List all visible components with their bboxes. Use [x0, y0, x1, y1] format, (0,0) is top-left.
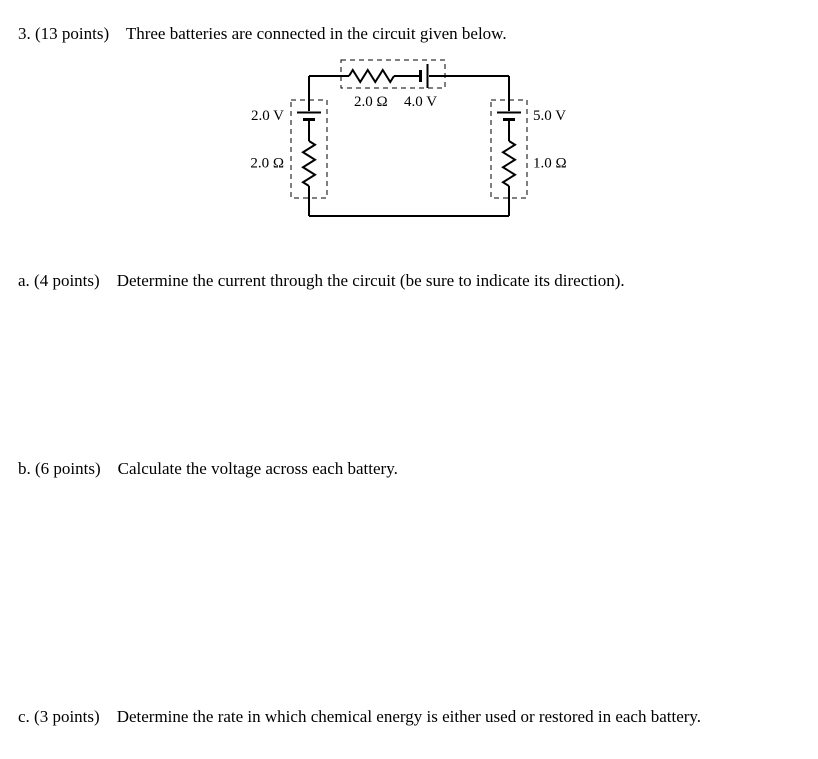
svg-text:2.0 Ω: 2.0 Ω	[250, 156, 284, 172]
part-b-text: Calculate the voltage across each batter…	[118, 459, 398, 478]
part-b: b. (6 points) Calculate the voltage acro…	[18, 459, 800, 479]
part-a-points: (4 points)	[34, 271, 100, 290]
part-c: c. (3 points) Determine the rate in whic…	[18, 707, 800, 727]
svg-text:1.0 Ω: 1.0 Ω	[533, 156, 567, 172]
svg-text:2.0 Ω: 2.0 Ω	[354, 94, 388, 110]
question-text: Three batteries are connected in the cir…	[126, 24, 507, 43]
svg-text:4.0 V: 4.0 V	[404, 94, 437, 110]
question-points: (13 points)	[35, 24, 109, 43]
part-a-label: a.	[18, 271, 30, 290]
circuit-diagram: 2.0 Ω 4.0 V 2.0 V 2.0 Ω 5.0 V 1.0 Ω	[219, 56, 599, 231]
part-c-text: Determine the rate in which chemical ene…	[117, 707, 701, 726]
svg-text:5.0 V: 5.0 V	[533, 108, 566, 124]
svg-text:2.0 V: 2.0 V	[251, 108, 284, 124]
part-b-workspace	[18, 487, 800, 707]
part-b-label: b.	[18, 459, 31, 478]
part-c-points: (3 points)	[34, 707, 100, 726]
part-b-points: (6 points)	[35, 459, 101, 478]
part-a-workspace	[18, 299, 800, 459]
question-number: 3.	[18, 24, 31, 43]
part-a-text: Determine the current through the circui…	[117, 271, 625, 290]
question-header: 3. (13 points) Three batteries are conne…	[18, 24, 800, 44]
part-c-label: c.	[18, 707, 30, 726]
part-a: a. (4 points) Determine the current thro…	[18, 271, 800, 291]
